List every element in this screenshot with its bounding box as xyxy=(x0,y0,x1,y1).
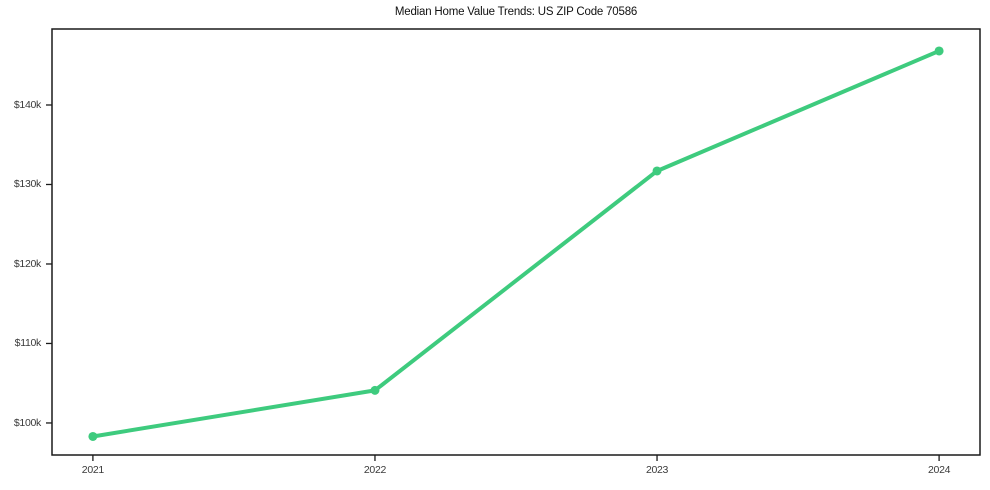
y-tick-label: $100k xyxy=(13,416,41,429)
x-tick-label: 2022 xyxy=(363,464,387,476)
data-point-marker xyxy=(652,166,662,176)
y-tick-label: $140k xyxy=(13,98,41,111)
data-point-marker xyxy=(934,46,944,56)
x-tick-label: 2021 xyxy=(81,464,104,476)
data-point-marker xyxy=(370,385,380,395)
y-tick-label: $130k xyxy=(13,178,41,191)
y-tick-label: $120k xyxy=(13,257,41,270)
x-tick-label: 2024 xyxy=(928,464,951,476)
y-tick-label: $110k xyxy=(14,337,42,350)
axes-frame xyxy=(51,28,981,456)
series-line xyxy=(90,48,942,439)
chart-title: Median Home Value Trends: US ZIP Code 70… xyxy=(394,6,638,18)
data-point-marker xyxy=(88,431,98,441)
x-tick-label: 2023 xyxy=(645,464,669,476)
